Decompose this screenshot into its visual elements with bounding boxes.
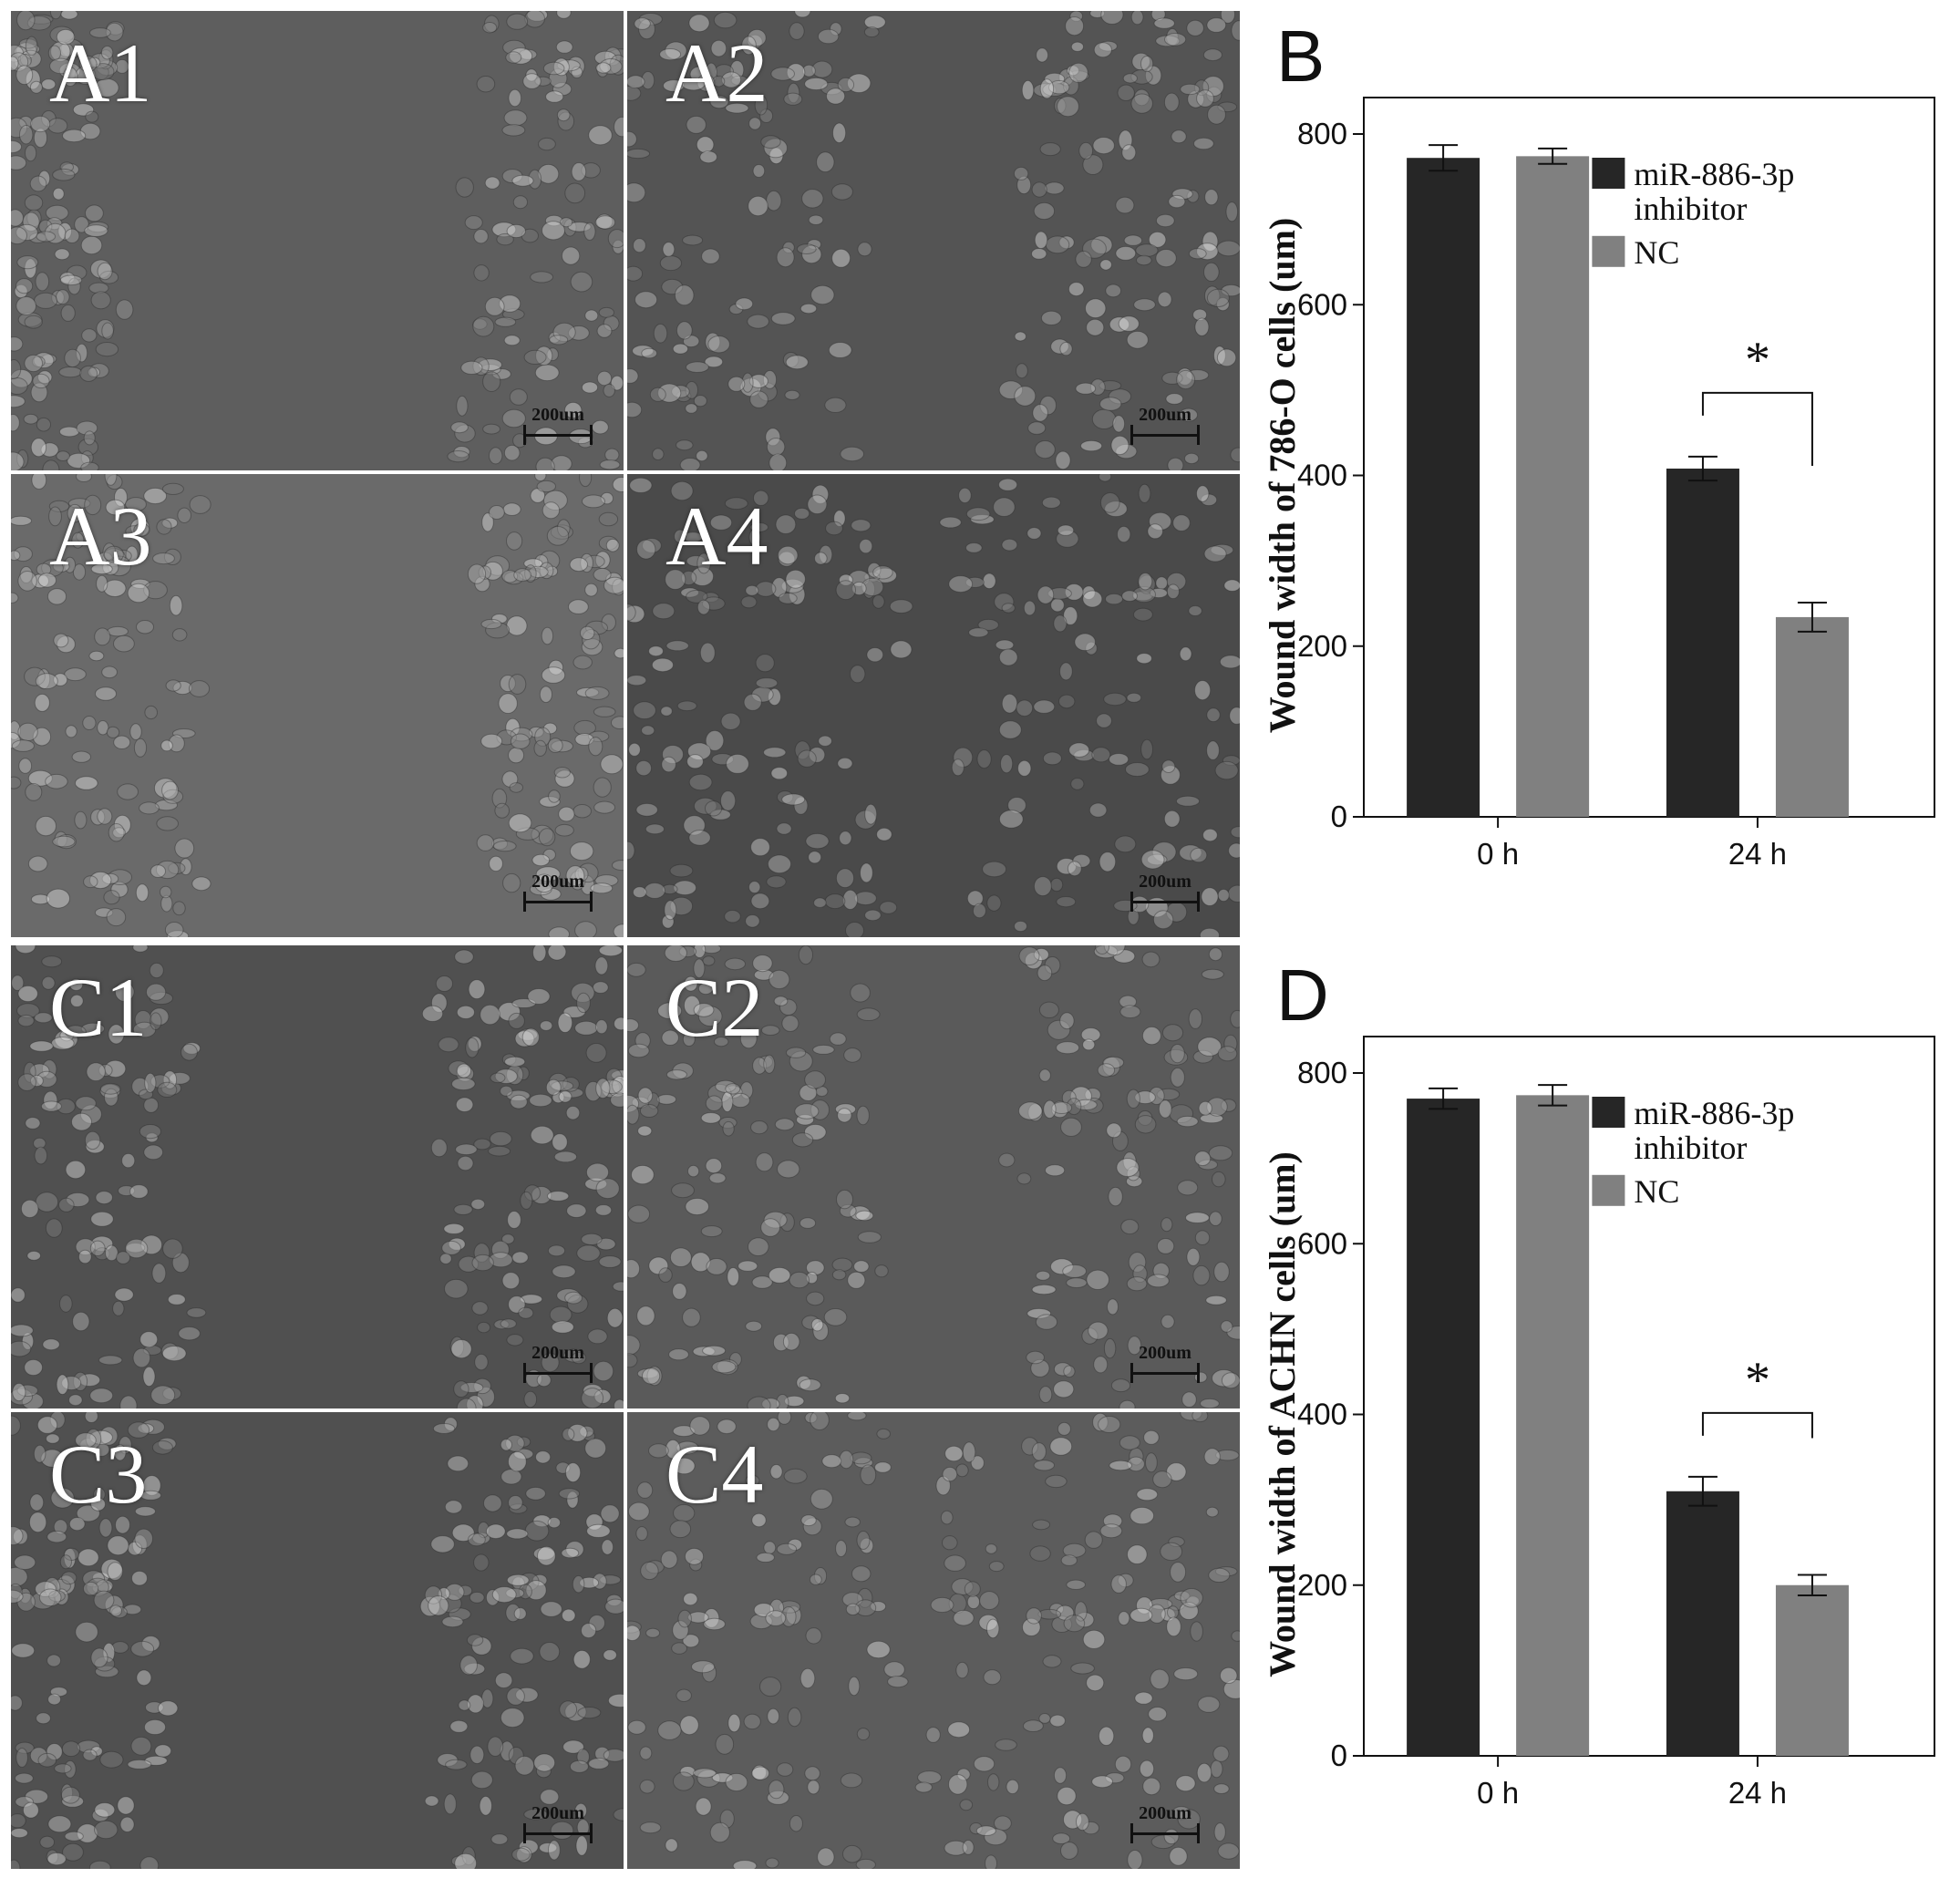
scale-bar-label: 200um xyxy=(531,1803,584,1823)
chart-d-ytick-label: 0 xyxy=(1331,1739,1347,1772)
micrograph-panel-a4: A4 200um xyxy=(627,474,1240,937)
scale-bar-label: 200um xyxy=(1139,405,1191,425)
chart-b-ytick-label: 800 xyxy=(1297,117,1347,150)
chart-d-svg: 0 200 400 600 800 Wound width of ACHN cells (… xyxy=(1262,1036,1935,1810)
panel-label-c4: C4 xyxy=(665,1428,764,1521)
chart-b-svg: 0 200 400 600 800 Wound width of 786-O cells … xyxy=(1262,97,1935,871)
chart-d-legend-label: inhibitor xyxy=(1634,1130,1747,1166)
micrograph-texture xyxy=(11,11,624,470)
scale-bar-line xyxy=(1130,425,1200,445)
scale-bar: 200um xyxy=(521,872,594,912)
panel-label-a2: A2 xyxy=(665,26,769,119)
scale-bar: 200um xyxy=(1129,405,1202,445)
scale-bar-line xyxy=(1130,892,1200,912)
panel-label-c1: C1 xyxy=(49,961,148,1054)
chart-b-legend-swatch xyxy=(1592,158,1625,189)
panel-label-c2: C2 xyxy=(665,961,764,1054)
chart-b-legend-label: miR-886-3p xyxy=(1634,156,1794,192)
scale-bar-label: 200um xyxy=(531,1343,584,1363)
micrograph-panel-a3: A3 200um xyxy=(11,474,624,937)
scale-bar-line xyxy=(523,425,593,445)
chart-b-ytick-label: 600 xyxy=(1297,287,1347,321)
chart-b-bar xyxy=(1775,616,1849,817)
scale-bar-label: 200um xyxy=(531,872,584,892)
chart-d-bar xyxy=(1407,1099,1480,1756)
scale-bar: 200um xyxy=(521,1803,594,1843)
micrograph-panel-c1: C1 200um xyxy=(11,945,624,1408)
micrograph-grid: A1 200um A2 200um A3 200um A4 200um C1 200um C2 200… xyxy=(11,11,1243,1869)
chart-b-xtick-label: 24 h xyxy=(1728,837,1787,871)
chart-b-ytick-label: 200 xyxy=(1297,629,1347,663)
micrograph-texture xyxy=(627,1412,1240,1869)
micrograph-texture xyxy=(11,474,624,937)
panel-label-a1: A1 xyxy=(49,26,152,119)
chart-d-bar xyxy=(1666,1491,1739,1756)
chart-b-letter: B xyxy=(1276,15,1326,97)
chart-d-legend-label: miR-886-3p xyxy=(1634,1095,1794,1131)
scale-bar-label: 200um xyxy=(531,405,584,425)
chart-d: D 0 200 400 600 800 Wound width of ACHN cells… xyxy=(1249,939,1960,1878)
chart-d-xtick-label: 0 h xyxy=(1477,1776,1519,1810)
scale-bar: 200um xyxy=(1129,872,1202,912)
scale-bar: 200um xyxy=(521,1343,594,1383)
chart-b-ytick-label: 400 xyxy=(1297,459,1347,492)
scale-bar-line xyxy=(523,892,593,912)
micrograph-panel-a2: A2 200um xyxy=(627,11,1240,470)
micrograph-panel-c4: C4 200um xyxy=(627,1412,1240,1869)
micrograph-panel-c3: C3 200um xyxy=(11,1412,624,1869)
chart-d-legend-label: NC xyxy=(1634,1173,1679,1210)
scale-bar-line xyxy=(1130,1363,1200,1383)
chart-d-significance-bracket xyxy=(1701,1411,1813,1439)
scale-bar: 200um xyxy=(521,405,594,445)
micrograph-texture xyxy=(627,474,1240,937)
panel-label-c3: C3 xyxy=(49,1428,148,1521)
scale-bar-line xyxy=(523,1823,593,1843)
chart-b-significance-mark: * xyxy=(1745,332,1770,388)
scale-bar-label: 200um xyxy=(1139,872,1191,892)
chart-d-letter: D xyxy=(1276,954,1329,1036)
chart-d-ytick-label: 600 xyxy=(1297,1226,1347,1260)
chart-d-significance-mark: * xyxy=(1745,1352,1770,1408)
chart-d-ylabel: Wound width of ACHN cells (um) xyxy=(1262,1151,1303,1677)
scale-bar-label: 200um xyxy=(1139,1803,1191,1823)
chart-b-ylabel: Wound width of 786-O cells (um) xyxy=(1262,218,1303,734)
panel-label-a4: A4 xyxy=(665,490,769,583)
micrograph-panel-c2: C2 200um xyxy=(627,945,1240,1408)
scale-bar-label: 200um xyxy=(1139,1343,1191,1363)
chart-d-ytick-label: 400 xyxy=(1297,1398,1347,1431)
chart-d-legend-swatch xyxy=(1592,1174,1625,1206)
micrograph-texture xyxy=(11,945,624,1408)
chart-b-legend-swatch xyxy=(1592,235,1625,267)
micrograph-texture xyxy=(627,11,1240,470)
chart-b-ytick-label: 0 xyxy=(1331,800,1347,833)
chart-b: B 0 200 400 600 800 Wound width of 786-O cell… xyxy=(1249,0,1960,939)
panel-label-a3: A3 xyxy=(49,490,152,583)
chart-b-significance-bracket xyxy=(1701,391,1813,467)
micrograph-texture xyxy=(11,1412,624,1869)
chart-d-xtick-label: 24 h xyxy=(1728,1776,1787,1810)
scale-bar-line xyxy=(523,1363,593,1383)
chart-d-legend-swatch xyxy=(1592,1097,1625,1128)
chart-d-plot-frame xyxy=(1363,1036,1935,1757)
chart-d-ytick-label: 200 xyxy=(1297,1568,1347,1602)
scale-bar: 200um xyxy=(1129,1803,1202,1843)
chart-b-legend-label: inhibitor xyxy=(1634,191,1747,227)
micrograph-panel-a1: A1 200um xyxy=(11,11,624,470)
chart-b-plot-frame xyxy=(1363,97,1935,818)
chart-b-legend-label: NC xyxy=(1634,234,1679,271)
chart-b-bar xyxy=(1666,469,1739,817)
micrograph-texture xyxy=(627,945,1240,1408)
chart-b-xtick-label: 0 h xyxy=(1477,837,1519,871)
chart-b-bar xyxy=(1407,158,1480,818)
chart-d-bar xyxy=(1775,1584,1849,1756)
chart-d-ytick-label: 800 xyxy=(1297,1056,1347,1089)
chart-b-bar xyxy=(1516,156,1590,817)
scale-bar-line xyxy=(1130,1823,1200,1843)
scale-bar: 200um xyxy=(1129,1343,1202,1383)
chart-d-bar xyxy=(1516,1095,1590,1756)
